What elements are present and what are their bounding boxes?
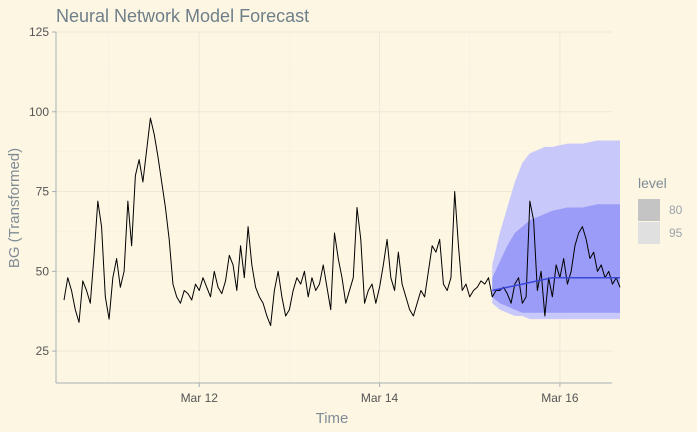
forecast-mean-line xyxy=(492,276,620,292)
y-axis-title: BG (Transformed) xyxy=(6,148,23,268)
x-tick-label: Mar 14 xyxy=(361,391,399,405)
axis-layer: 25 50 75 100 125 Mar 12 Mar 14 Mar 16 xyxy=(29,25,612,405)
legend-swatch-80 xyxy=(638,199,660,221)
observed-series-line xyxy=(63,117,621,327)
legend-label-80: 80 xyxy=(669,203,683,217)
chart-title: Neural Network Model Forecast xyxy=(56,6,309,26)
y-tick-label: 50 xyxy=(36,264,50,278)
legend-swatch-95 xyxy=(638,222,660,244)
x-tick-label: Mar 16 xyxy=(541,391,579,405)
legend-title: level xyxy=(638,175,667,191)
y-tick-label: 100 xyxy=(29,105,49,119)
x-axis-title: Time xyxy=(316,410,349,427)
y-tick-label: 125 xyxy=(29,25,49,39)
line-layer xyxy=(63,117,621,327)
legend-items: 80 95 xyxy=(638,199,683,244)
x-tick-label: Mar 12 xyxy=(181,391,219,405)
y-tick-label: 75 xyxy=(36,185,50,199)
legend: level 80 95 xyxy=(638,175,683,244)
grid-layer xyxy=(56,31,612,383)
band-layer xyxy=(492,140,620,320)
legend-label-95: 95 xyxy=(669,226,683,240)
forecast-band-80 xyxy=(492,204,620,313)
y-tick-label: 25 xyxy=(36,344,50,358)
